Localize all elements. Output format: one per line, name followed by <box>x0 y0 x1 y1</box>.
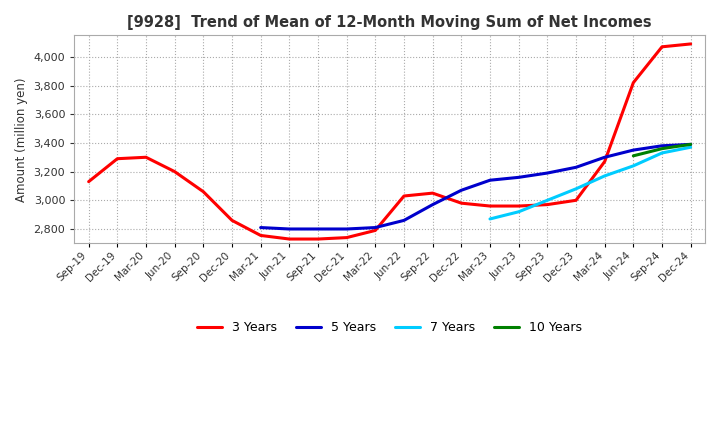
3 Years <box>84 179 93 184</box>
3 Years <box>514 203 523 209</box>
3 Years <box>256 233 265 238</box>
5 Years <box>572 165 580 170</box>
3 Years <box>171 169 179 174</box>
3 Years <box>629 80 638 85</box>
5 Years <box>342 226 351 231</box>
3 Years <box>486 203 495 209</box>
7 Years <box>657 150 666 156</box>
3 Years <box>428 191 437 196</box>
5 Years <box>629 147 638 153</box>
3 Years <box>228 218 236 223</box>
Legend: 3 Years, 5 Years, 7 Years, 10 Years: 3 Years, 5 Years, 7 Years, 10 Years <box>192 316 587 339</box>
3 Years <box>142 154 150 160</box>
7 Years <box>514 209 523 214</box>
3 Years <box>686 41 695 47</box>
Line: 3 Years: 3 Years <box>89 44 690 239</box>
3 Years <box>400 193 408 198</box>
3 Years <box>199 189 207 194</box>
3 Years <box>457 201 466 206</box>
7 Years <box>686 145 695 150</box>
5 Years <box>285 226 294 231</box>
3 Years <box>113 156 122 161</box>
Line: 10 Years: 10 Years <box>634 144 690 156</box>
3 Years <box>543 202 552 207</box>
3 Years <box>657 44 666 49</box>
3 Years <box>342 235 351 240</box>
5 Years <box>600 154 609 160</box>
5 Years <box>256 225 265 230</box>
10 Years <box>657 146 666 151</box>
7 Years <box>543 198 552 203</box>
Y-axis label: Amount (million yen): Amount (million yen) <box>15 77 28 202</box>
3 Years <box>314 236 323 242</box>
7 Years <box>572 186 580 191</box>
3 Years <box>285 236 294 242</box>
Line: 5 Years: 5 Years <box>261 144 690 229</box>
3 Years <box>371 228 379 233</box>
5 Years <box>428 202 437 207</box>
10 Years <box>686 142 695 147</box>
3 Years <box>600 159 609 164</box>
Title: [9928]  Trend of Mean of 12-Month Moving Sum of Net Incomes: [9928] Trend of Mean of 12-Month Moving … <box>127 15 652 30</box>
3 Years <box>572 198 580 203</box>
5 Years <box>514 175 523 180</box>
5 Years <box>543 170 552 176</box>
5 Years <box>657 143 666 148</box>
7 Years <box>486 216 495 222</box>
5 Years <box>486 178 495 183</box>
10 Years <box>629 153 638 158</box>
7 Years <box>629 163 638 169</box>
5 Years <box>314 226 323 231</box>
Line: 7 Years: 7 Years <box>490 147 690 219</box>
7 Years <box>600 173 609 179</box>
5 Years <box>400 218 408 223</box>
5 Years <box>457 187 466 193</box>
5 Years <box>686 142 695 147</box>
5 Years <box>371 225 379 230</box>
